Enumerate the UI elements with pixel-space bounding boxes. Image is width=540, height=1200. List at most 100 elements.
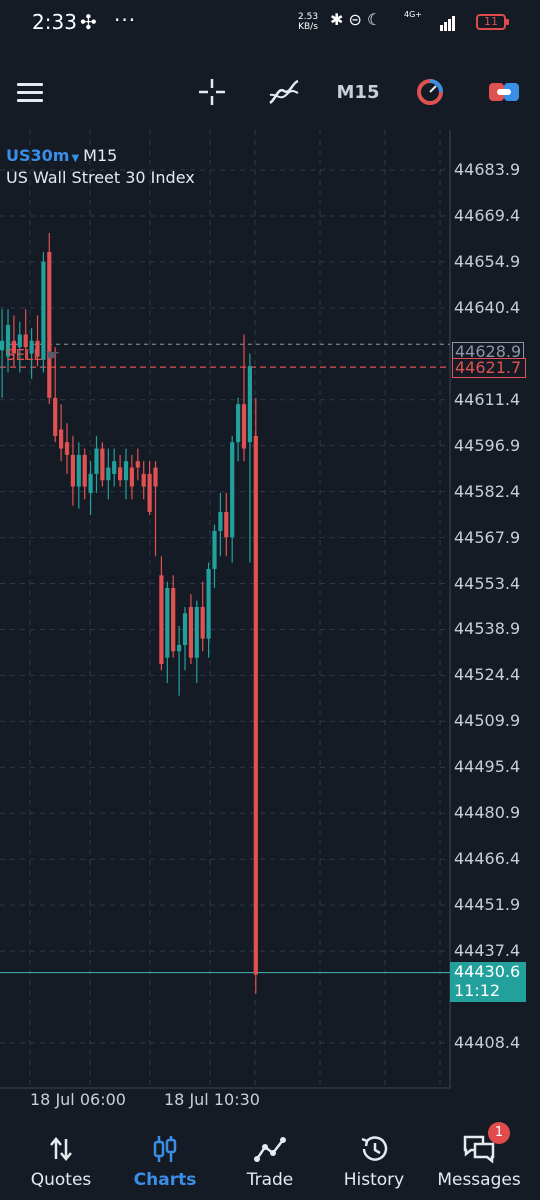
- network-speed: 2.53 KB/s: [298, 12, 318, 32]
- candle-body: [218, 511, 223, 531]
- candle-body: [230, 442, 235, 538]
- last-price: 44430.6: [454, 962, 521, 981]
- battery-icon: 11: [476, 14, 509, 30]
- sell-order-label[interactable]: SELL ☛: [6, 346, 60, 364]
- candle-body: [0, 340, 5, 351]
- timeframe-button[interactable]: M15: [336, 81, 380, 103]
- sell-text: SELL: [6, 346, 42, 364]
- sell-price-tag: 44621.7: [452, 358, 526, 378]
- menu-icon[interactable]: [12, 60, 48, 124]
- candle-body: [123, 461, 129, 481]
- candle-body: [224, 511, 229, 538]
- price-axis-label: 44611.4: [454, 389, 521, 409]
- trade-toggle-icon[interactable]: [484, 60, 524, 124]
- price-axis-label: 44654.9: [454, 251, 521, 271]
- caret-down-icon[interactable]: ▼: [71, 153, 80, 164]
- candle-body: [188, 606, 193, 658]
- price-axis-label: 44596.9: [454, 435, 521, 455]
- candle-body: [177, 645, 182, 652]
- nav-label-trade: Trade: [246, 1170, 294, 1190]
- symbol-timeframe: M15: [83, 146, 118, 165]
- pinwheel-icon: ✣: [80, 10, 97, 34]
- candle-body: [200, 606, 205, 639]
- status-bar: 2:33 ✣ ··· 2.53 KB/s ✱ ⊝ ☾ 4G+ 11: [0, 0, 540, 48]
- bluetooth-icon: ✱ ⊝ ☾: [330, 10, 382, 29]
- candle-body: [212, 530, 217, 569]
- candle-body: [88, 473, 93, 493]
- candle-body: [64, 442, 70, 455]
- candle-body: [253, 435, 258, 975]
- price-axis-label: 44553.4: [454, 573, 521, 593]
- symbol-header[interactable]: US30m ▼ M15: [6, 146, 117, 165]
- price-axis-label: 44640.4: [454, 297, 521, 317]
- candle-body: [236, 404, 241, 443]
- candle-body: [23, 334, 28, 348]
- price-axis-label: 44509.9: [454, 711, 521, 731]
- price-axis-label: 44495.4: [454, 757, 521, 777]
- candle-body: [141, 473, 146, 487]
- messages-badge: 1: [488, 1122, 510, 1144]
- price-axis-label: 44437.4: [454, 941, 521, 961]
- price-axis-label: 44683.9: [454, 160, 521, 179]
- candle-body: [53, 397, 58, 436]
- time-label-1: 18 Jul 10:30: [164, 1090, 260, 1109]
- nav-messages[interactable]: Messages: [425, 1120, 533, 1200]
- price-chart[interactable]: [0, 130, 540, 1090]
- sort-arrows-icon: [7, 1132, 115, 1166]
- candle-body: [147, 473, 152, 512]
- price-axis-label: 44582.4: [454, 481, 521, 501]
- price-axis-label: 44524.4: [454, 665, 521, 685]
- candle-body: [165, 587, 170, 658]
- candle-body: [100, 448, 105, 481]
- last-price-tag: 44430.6 11:12: [450, 962, 526, 1002]
- candle-body: [159, 575, 164, 665]
- price-axis-label: 44480.9: [454, 803, 521, 823]
- candle-body: [106, 467, 111, 481]
- candle-body: [182, 613, 188, 646]
- candle-body: [41, 261, 46, 360]
- messages-icon: [425, 1132, 533, 1166]
- candle-body: [29, 340, 34, 354]
- symbol-description: US Wall Street 30 Index: [6, 168, 195, 187]
- nav-label-quotes: Quotes: [30, 1170, 92, 1190]
- bottom-navigation: Quotes Charts Trade: [0, 1120, 540, 1200]
- candle-body: [82, 454, 87, 487]
- candle-body: [129, 467, 134, 487]
- price-axis-label: 44451.9: [454, 895, 521, 915]
- candles-icon: [111, 1132, 219, 1166]
- speed-unit: KB/s: [298, 22, 318, 32]
- status-time: 2:33: [32, 10, 77, 34]
- speed-value: 2.53: [298, 12, 319, 22]
- candle-body: [112, 461, 117, 474]
- nav-trade[interactable]: Trade: [216, 1120, 324, 1200]
- candle-body: [247, 366, 252, 443]
- price-axis-label: 44669.4: [454, 205, 521, 225]
- last-time: 11:12: [454, 981, 501, 1000]
- candle-body: [171, 587, 176, 652]
- chart-toolbar: M15: [0, 60, 540, 124]
- time-label-0: 18 Jul 06:00: [30, 1090, 126, 1109]
- nav-charts[interactable]: Charts: [111, 1120, 219, 1200]
- candle-body: [35, 340, 40, 357]
- symbol-name[interactable]: US30m: [6, 146, 70, 165]
- candle-body: [47, 252, 52, 398]
- candle-body: [70, 454, 75, 487]
- candle-body: [94, 448, 99, 474]
- price-axis-label: 44466.4: [454, 849, 521, 869]
- candle-body: [17, 334, 22, 348]
- nav-label-charts: Charts: [133, 1170, 197, 1190]
- objects-icon[interactable]: [412, 60, 448, 124]
- candle-body: [11, 340, 16, 354]
- network-type: 4G+: [404, 10, 422, 19]
- crosshair-icon[interactable]: [192, 60, 232, 124]
- candle-body: [194, 606, 199, 658]
- indicators-icon[interactable]: [264, 60, 304, 124]
- hand-icon: ☛: [46, 346, 60, 364]
- nav-quotes[interactable]: Quotes: [7, 1120, 115, 1200]
- price-axis-label: 44408.4: [454, 1033, 521, 1052]
- candle-body: [206, 568, 211, 639]
- candle-body: [5, 324, 11, 357]
- nav-history[interactable]: History: [320, 1120, 428, 1200]
- candle-body: [241, 404, 247, 449]
- candle-body: [59, 429, 64, 449]
